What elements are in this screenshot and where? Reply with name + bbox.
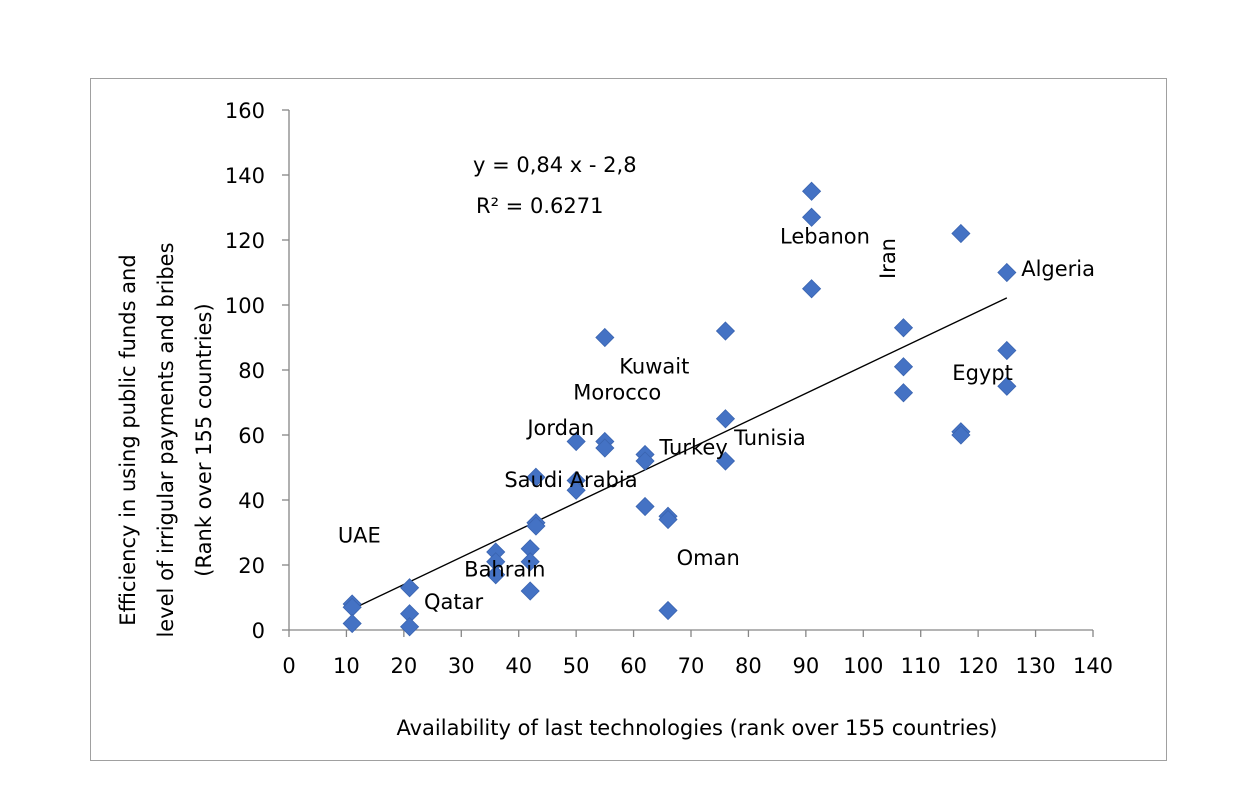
y-tick-label: 0 [252, 619, 265, 643]
data-point [635, 496, 655, 517]
data-point [893, 318, 914, 338]
x-tick-label: 60 [620, 654, 647, 678]
country-label: Algeria [1021, 257, 1095, 281]
data-point [997, 340, 1017, 361]
trendline [351, 297, 1008, 610]
data-point [715, 409, 736, 429]
country-label: Tunisia [733, 426, 806, 450]
data-point [951, 223, 971, 244]
y-tick-label: 80 [238, 359, 265, 383]
x-tick-label: 140 [1073, 654, 1113, 678]
x-tick-label: 0 [282, 654, 295, 678]
country-label: Iran [876, 238, 900, 279]
data-point [595, 327, 615, 348]
data-point [400, 578, 420, 598]
axes: 0 10 20 30 40 50 60 70 80 90 100 110 120 130 140 0 20 40 6… [225, 99, 1113, 678]
x-tick-label: 50 [563, 654, 590, 678]
data-point [658, 509, 678, 530]
x-tick-label: 90 [792, 654, 819, 678]
annotation-labels: UAE Qatar Bahrain Saudi Arabia Jordan Morocco… [338, 224, 1095, 614]
x-axis-title: Availability of last technologies (rank … [396, 716, 997, 740]
country-label: Lebanon [780, 224, 870, 248]
x-tick-label: 80 [735, 654, 762, 678]
y-tick-label: 100 [225, 294, 265, 318]
data-point [486, 565, 506, 585]
data-point [520, 581, 540, 601]
data-point [802, 181, 822, 201]
data-point [595, 438, 615, 458]
x-tick-label: 10 [333, 654, 360, 678]
data-point [400, 617, 420, 637]
chart-frame [90, 78, 1167, 761]
x-tick-label: 130 [1016, 654, 1056, 678]
data-point [342, 613, 362, 634]
data-point [566, 431, 586, 452]
data-point [566, 480, 586, 500]
data-point [526, 467, 546, 487]
data-point [893, 357, 914, 377]
y-tick-label: 140 [225, 164, 265, 188]
y-axis-title-line-1: Efficiency in using public funds and [116, 254, 140, 625]
x-tick-label: 120 [958, 654, 998, 678]
country-label: Bahrain [464, 557, 545, 581]
x-tick-label: 70 [678, 654, 705, 678]
data-point [997, 262, 1017, 283]
x-tick-label: 20 [390, 654, 417, 678]
y-tick-label: 160 [225, 99, 265, 123]
trendline-equation: y = 0,84 x - 2,8 [473, 153, 637, 177]
data-point [802, 207, 822, 227]
country-label: Egypt [952, 361, 1013, 385]
y-axis-title-line-2: level of irrigular payments and bribes [154, 242, 178, 637]
data-point [802, 279, 822, 299]
x-tick-label: 110 [901, 654, 941, 678]
country-label: Kuwait [619, 354, 689, 378]
country-label: Oman [677, 546, 740, 570]
data-point [997, 376, 1017, 396]
y-tick-label: 120 [225, 229, 265, 253]
country-label: Qatar [424, 590, 484, 614]
data-point [715, 321, 736, 341]
country-label: UAE [338, 523, 381, 547]
x-tick-label: 40 [505, 654, 532, 678]
data-points [342, 181, 1017, 637]
trendline-group [351, 297, 1008, 610]
data-point [520, 552, 540, 572]
country-label: Turkey [658, 436, 727, 460]
x-tick-label: 100 [843, 654, 883, 678]
country-label: Jordan [525, 416, 594, 440]
y-tick-label: 60 [238, 424, 265, 448]
data-point [658, 600, 678, 621]
y-axis-title-line-3: (Rank over 155 countries) [192, 303, 216, 576]
y-tick-label: 20 [238, 554, 265, 578]
r-squared-label: R² = 0.6271 [476, 194, 603, 218]
data-point [635, 451, 655, 471]
country-label: Morocco [573, 380, 661, 404]
data-point [893, 383, 914, 403]
y-tick-label: 40 [238, 489, 265, 513]
data-point [526, 516, 546, 536]
country-label: Saudi Arabia [504, 468, 637, 492]
y-axis-title: Efficiency in using public funds and lev… [116, 242, 216, 637]
x-tick-label: 30 [448, 654, 475, 678]
data-point [951, 425, 971, 445]
data-point [715, 451, 736, 471]
